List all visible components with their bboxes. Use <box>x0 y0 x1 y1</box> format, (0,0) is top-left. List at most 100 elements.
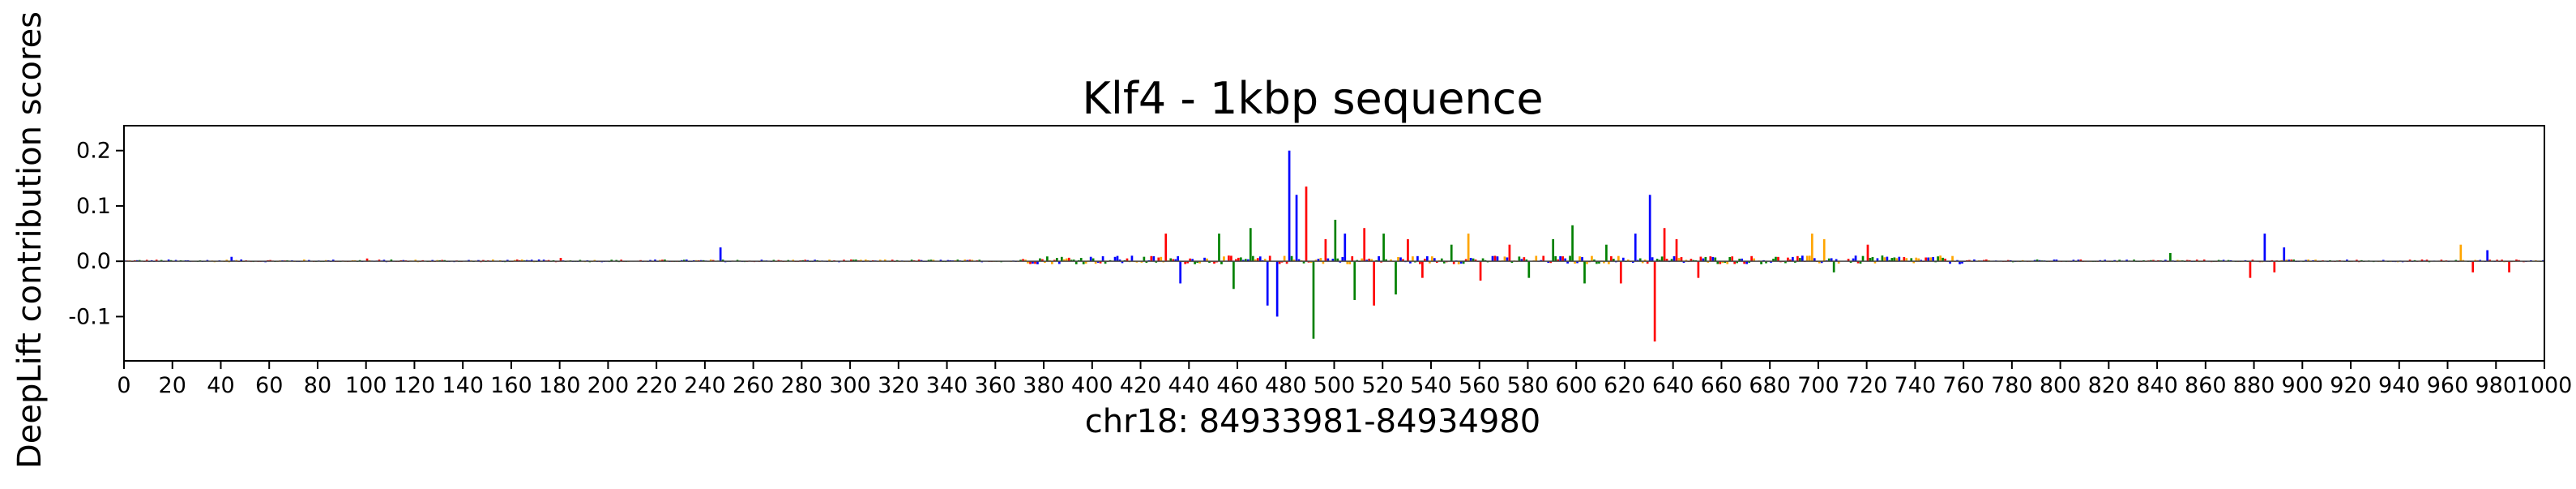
contribution-bar <box>1596 261 1598 264</box>
contribution-bar <box>1670 259 1673 262</box>
contribution-bar <box>1765 261 1767 264</box>
contribution-bar <box>1065 258 1068 262</box>
contribution-bar <box>804 260 807 262</box>
contribution-bar <box>2118 260 2121 262</box>
contribution-bar <box>855 260 857 262</box>
contribution-bar <box>2164 260 2167 262</box>
x-tick-label: 220 <box>635 373 677 398</box>
x-tick-label: 60 <box>255 373 283 398</box>
contribution-bar <box>2169 252 2172 262</box>
contribution-bar <box>2133 260 2135 262</box>
contribution-bar <box>659 260 661 262</box>
contribution-bar <box>1314 260 1318 262</box>
contribution-bar <box>1160 256 1163 262</box>
contribution-bar <box>1561 256 1564 262</box>
contribution-bar <box>1682 261 1685 264</box>
contribution-bar <box>1435 261 1438 264</box>
contribution-bar <box>1057 261 1061 264</box>
contribution-bar <box>2202 260 2206 262</box>
contribution-bar <box>1542 255 1545 262</box>
contribution-bar <box>167 260 170 262</box>
contribution-bar <box>736 260 739 262</box>
contribution-bar <box>1927 257 1930 262</box>
contribution-bar <box>1041 259 1044 262</box>
contribution-bar <box>1736 261 1739 264</box>
contribution-bar <box>1775 256 1777 262</box>
contribution-bar <box>230 256 233 262</box>
contribution-bar <box>542 260 545 262</box>
contribution-bar <box>1126 258 1129 262</box>
contribution-bar <box>1373 261 1375 306</box>
contribution-bar <box>1672 255 1676 262</box>
contribution-bar <box>525 260 528 262</box>
contribution-bar <box>971 260 974 262</box>
contribution-bar <box>814 260 816 262</box>
contribution-bar <box>1339 261 1342 263</box>
contribution-bar <box>1317 259 1320 262</box>
x-tick-label: 780 <box>1991 373 2033 398</box>
x-tick-label: 540 <box>1410 373 1452 398</box>
x-tick-label: 300 <box>829 373 871 398</box>
contribution-bar <box>2515 260 2518 262</box>
contribution-bar <box>1157 257 1160 262</box>
x-tick-label: 80 <box>304 373 331 398</box>
contribution-bar <box>1527 261 1531 278</box>
contribution-bar <box>1569 255 1571 262</box>
contribution-bar <box>1256 258 1259 262</box>
contribution-bar <box>235 260 238 262</box>
contribution-bar <box>2462 260 2465 262</box>
contribution-bar <box>1961 261 1963 264</box>
y-tick-label: 0.2 <box>76 139 111 164</box>
contribution-bar <box>711 260 715 262</box>
contribution-bar <box>1932 256 1934 262</box>
x-tick-label: 700 <box>1797 373 1839 398</box>
contribution-bar <box>2454 260 2458 262</box>
contribution-bar <box>1559 255 1561 262</box>
contribution-bar <box>1733 261 1737 264</box>
contribution-bar <box>1610 255 1613 262</box>
contribution-bar <box>2273 261 2276 272</box>
contribution-bar <box>1288 150 1291 262</box>
contribution-bar <box>1605 244 1608 262</box>
contribution-bar <box>1232 261 1235 290</box>
contribution-bar <box>1876 258 1879 262</box>
contribution-bar <box>1626 260 1630 262</box>
contribution-bar <box>1591 255 1593 262</box>
contribution-bar <box>1070 260 1073 262</box>
contribution-bar <box>1220 261 1223 264</box>
contribution-bar <box>1419 261 1421 264</box>
contribution-bar <box>1251 255 1254 262</box>
x-tick-label: 1000 <box>2517 373 2573 398</box>
contribution-bar <box>1368 258 1371 262</box>
contribution-bar <box>1228 255 1230 262</box>
x-tick-label: 840 <box>2136 373 2178 398</box>
contribution-bar <box>1743 261 1745 264</box>
contribution-bar <box>1145 261 1148 264</box>
contribution-bar <box>910 260 913 262</box>
x-tick-label: 280 <box>781 373 823 398</box>
contribution-bar <box>1079 258 1083 262</box>
contribution-bar <box>1292 260 1296 262</box>
contribution-bar <box>2382 260 2385 262</box>
contribution-bar <box>1104 261 1107 264</box>
contribution-bar <box>1450 244 1453 262</box>
contribution-bar <box>1951 255 1954 262</box>
contribution-bar <box>1925 257 1928 262</box>
contribution-bar <box>1724 261 1727 264</box>
contribution-bar <box>1223 256 1225 262</box>
contribution-bar <box>1869 257 1872 262</box>
contribution-bar <box>1029 261 1032 264</box>
contribution-bar <box>1118 260 1121 262</box>
contribution-bar <box>1854 255 1857 262</box>
contribution-bar <box>1172 259 1175 262</box>
contribution-bar <box>682 260 686 262</box>
contribution-bar <box>1457 261 1460 264</box>
contribution-bar <box>1787 257 1789 262</box>
contribution-bar <box>1631 261 1634 264</box>
contribution-bar <box>1677 258 1681 262</box>
contribution-bar <box>1638 258 1642 262</box>
contribution-bar <box>1356 260 1359 262</box>
contribution-bar <box>721 260 724 262</box>
contribution-bar <box>1305 187 1308 262</box>
contribution-bar <box>1784 261 1787 264</box>
